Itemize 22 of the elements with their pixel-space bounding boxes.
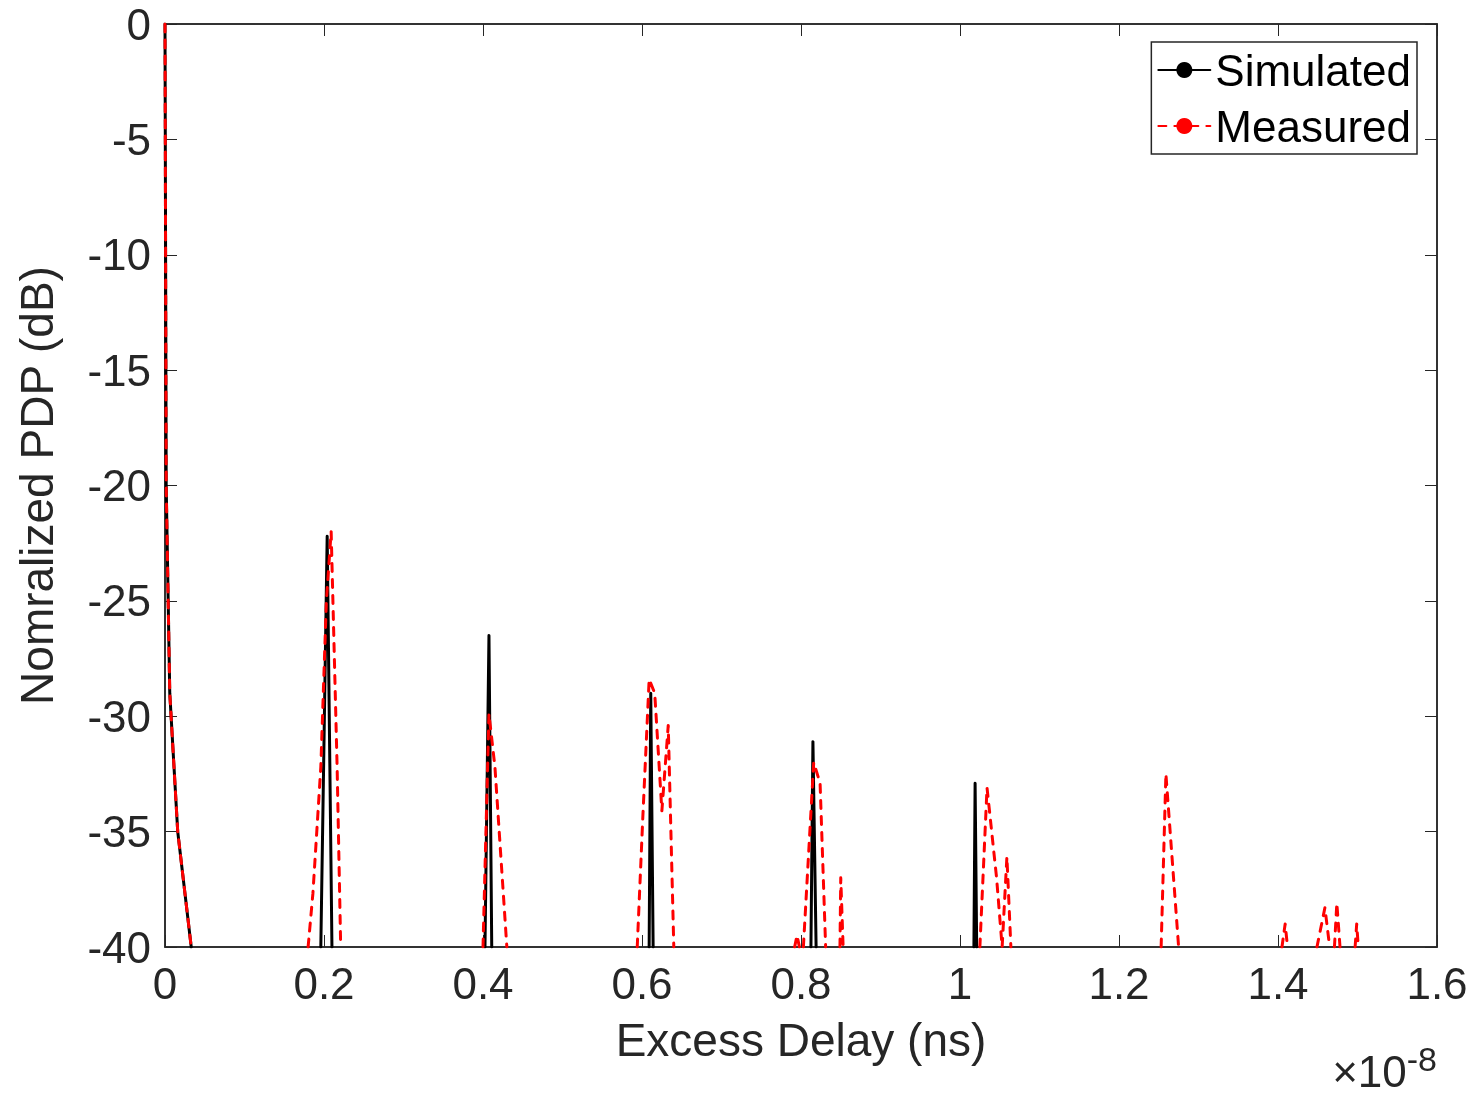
y-tick-label: 0 — [126, 0, 151, 49]
y-tick-label: -35 — [87, 807, 151, 857]
legend-label: Simulated — [1215, 45, 1412, 95]
y-tick-label: -30 — [87, 691, 151, 741]
y-tick-label: -5 — [111, 114, 151, 164]
x-tick-label: 1.2 — [1088, 958, 1150, 1008]
y-tick-label: -40 — [87, 922, 151, 972]
x-tick-label: 1 — [947, 958, 973, 1008]
y-tick-label: -25 — [87, 576, 151, 626]
y-tick-label: -10 — [87, 230, 151, 280]
x-tick-label: 0.2 — [293, 958, 355, 1008]
x-tick-label: 1.6 — [1406, 958, 1468, 1008]
text: ×10$^{-8}$ — [1332, 1040, 1437, 1097]
x-tick-label: 0.6 — [611, 958, 673, 1008]
x-tick-label: 0.4 — [452, 958, 514, 1008]
y-axis-title: Nomralized PDP (dB) — [11, 266, 63, 705]
y-tick-label: -20 — [87, 461, 151, 510]
x-tick-label: 0.8 — [770, 958, 832, 1008]
x-tick-label: 1.4 — [1247, 958, 1309, 1008]
legend-label: Measured — [1215, 101, 1412, 151]
x-axis-title: Excess Delay (ns) — [615, 1014, 987, 1066]
y-tick-label: -15 — [87, 345, 151, 395]
